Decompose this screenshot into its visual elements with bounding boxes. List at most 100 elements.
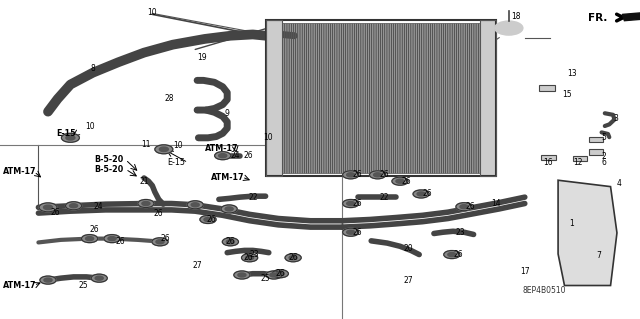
Text: 8EP4B0510: 8EP4B0510 [523,286,566,295]
Text: 4: 4 [617,179,622,188]
Circle shape [104,234,120,243]
Text: 15: 15 [562,90,572,99]
Text: 26: 26 [288,253,298,262]
Text: 17: 17 [520,267,530,276]
Text: 26: 26 [352,228,362,237]
Bar [266,20,496,176]
Circle shape [108,237,116,241]
FancyArrow shape [622,11,640,21]
Circle shape [448,253,456,256]
Text: 26: 26 [453,250,463,259]
Text: 26: 26 [401,177,412,186]
Circle shape [241,254,258,262]
Circle shape [392,177,408,185]
Text: 26: 26 [422,189,433,198]
Bar [282,23,480,173]
Text: 26: 26 [465,202,476,211]
Text: 7: 7 [596,251,601,260]
Circle shape [200,215,216,224]
Circle shape [347,230,355,234]
Circle shape [187,201,204,209]
Text: 26: 26 [243,253,253,262]
Text: 16: 16 [543,158,553,167]
Bar [480,20,496,176]
Circle shape [159,147,168,152]
Circle shape [225,207,233,211]
Circle shape [91,274,108,282]
Circle shape [342,228,359,236]
Bar [539,85,555,91]
Text: 10: 10 [84,122,95,131]
Circle shape [142,202,150,205]
Circle shape [234,271,250,279]
Text: ATM-17: ATM-17 [211,173,244,182]
Circle shape [95,276,103,280]
Circle shape [347,202,355,205]
Text: FR.: FR. [588,12,607,23]
Text: 14: 14 [491,199,501,208]
Circle shape [266,271,282,279]
Text: 2: 2 [602,152,607,161]
Circle shape [191,203,199,207]
Text: 13: 13 [566,69,577,78]
Circle shape [417,192,425,196]
Text: 26: 26 [352,170,362,179]
Text: 24: 24 [93,202,104,211]
Text: 26: 26 [225,237,236,246]
Text: 10: 10 [147,8,157,17]
Circle shape [238,273,246,277]
Text: 23: 23 [456,228,466,237]
Circle shape [413,190,429,198]
Circle shape [342,171,359,179]
Circle shape [40,276,56,284]
Text: 26: 26 [50,208,60,217]
Circle shape [138,199,154,208]
Circle shape [246,256,253,260]
Text: 12: 12 [573,158,582,167]
Bar [541,155,556,160]
Circle shape [39,203,57,212]
Circle shape [495,21,523,35]
Text: 26: 26 [379,170,389,179]
Circle shape [289,256,297,260]
Text: ATM-17: ATM-17 [3,167,36,176]
Bar [480,20,496,176]
Circle shape [86,237,93,241]
Circle shape [270,273,278,277]
Text: 26: 26 [206,215,216,224]
Text: 27: 27 [192,261,202,270]
Circle shape [456,203,472,211]
Text: 25: 25 [260,274,271,283]
Text: 11: 11 [141,140,150,149]
Text: 23: 23 [250,250,260,259]
Circle shape [285,254,301,262]
Text: B-5-20: B-5-20 [95,165,124,174]
Circle shape [156,240,164,244]
Circle shape [152,238,168,246]
Circle shape [44,278,52,282]
Circle shape [222,238,239,246]
Text: 22: 22 [249,193,258,202]
Bar [266,20,282,176]
Text: 9: 9 [225,109,230,118]
Text: 3: 3 [613,114,618,122]
Text: 6: 6 [602,158,607,167]
Circle shape [347,173,355,177]
Text: 8: 8 [90,64,95,73]
Text: 26: 26 [115,237,125,246]
Text: 18: 18 [511,12,520,21]
Text: 26: 26 [352,199,362,208]
Text: 26: 26 [154,209,164,218]
Text: 22: 22 [380,193,388,202]
Text: 26: 26 [90,225,100,234]
Text: 20: 20 [403,244,413,253]
Circle shape [65,202,82,210]
Text: 24: 24 [230,151,241,160]
Circle shape [444,250,460,259]
Text: 25: 25 [78,281,88,290]
Circle shape [272,270,289,278]
Circle shape [369,171,386,179]
Circle shape [155,145,173,154]
Text: E-15: E-15 [168,158,186,167]
Circle shape [374,173,381,177]
